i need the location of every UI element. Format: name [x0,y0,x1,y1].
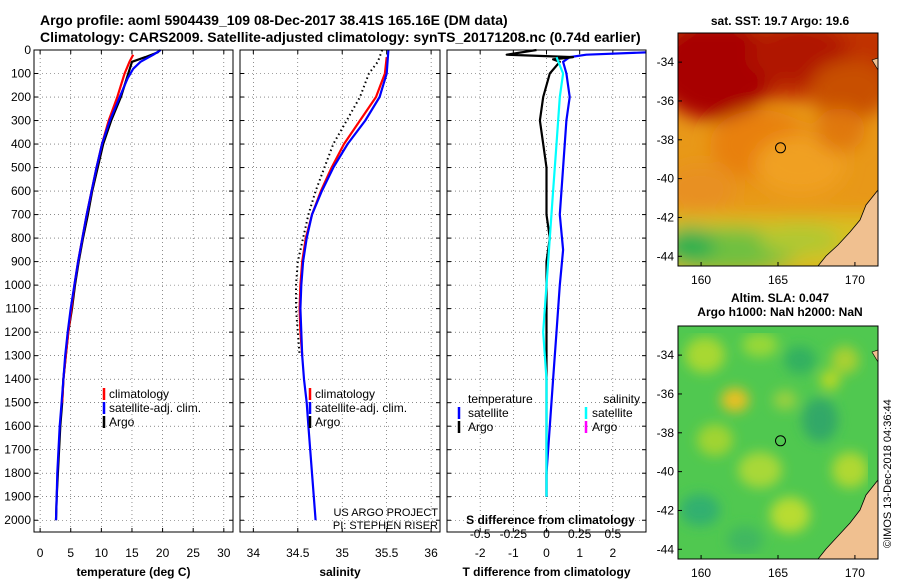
sla-map-title-line1: Altim. SLA: 0.047 [730,291,830,305]
project-credit: US ARGO PROJECT [333,507,438,519]
temperature-xtick-label: 20 [156,546,170,560]
salinity-xtick-label: 34 [247,546,261,560]
depth-tick-label: 2000 [4,513,31,527]
depth-tick-label: 1000 [4,278,31,292]
temperature-xtick-label: 5 [67,546,74,560]
temperature-xtick-label: 15 [125,546,139,560]
depth-tick-label: 500 [11,161,31,175]
sla-map-axes: 160 165 170 -34 -36 -38 -40 -42 -44 [657,348,866,580]
depth-tick-label: 700 [11,208,31,222]
depth-tick-label: 800 [11,231,31,245]
depth-tick-label: 100 [11,67,31,81]
imos-credit: ©IMOS 13-Dec-2018 04:36:44 [882,399,894,548]
temperature-xtick-label: 25 [187,546,201,560]
temperature-panel: 0100200300400500600700800900100011001200… [4,43,234,579]
salinity-frame [239,49,441,533]
map2-ytick-label: -36 [657,387,675,401]
sla-field [680,333,868,554]
depth-tick-label: 400 [11,137,31,151]
map2-ytick-label: -44 [657,542,675,556]
depth-tick-label: 1100 [5,302,31,316]
depth-tick-label: 600 [11,184,31,198]
difference-panel: -2 -1 0 1 2T difference from climatologytemp… [446,48,647,579]
salinity-xtick-label: 35.5 [375,546,399,560]
legend-label: satellite-adj. clim. [109,401,201,415]
map2-ytick-label: -40 [657,465,675,479]
sst-map: 160 165 170 -34 -36 -38 -40 -42 -44 [657,32,879,287]
salinity-series-line [299,49,390,521]
salinity-xtick-label: 35 [336,546,350,560]
map2-xtick-label: 165 [768,566,788,580]
temperature-series-line [54,49,162,521]
sst-land-north [871,57,878,71]
sst-profile-marker [775,142,786,154]
sla-map: 160 165 170 -34 -36 -38 -40 -42 -44 [657,325,879,580]
depth-tick-label: 1200 [4,325,31,339]
map1-ytick-label: -40 [657,172,675,186]
temperature-series-line [61,54,135,403]
salinity-xtick-label: 34.5 [286,546,310,560]
map1-ytick-label: -38 [657,133,675,147]
map1-xtick-label: 165 [768,273,788,287]
temperature-xtick-label: 30 [217,546,231,560]
map1-xtick-label: 170 [845,273,865,287]
plot-title-line1: Argo profile: aoml 5904439_109 08-Dec-20… [40,12,508,28]
salinity-panel: 34 34.5 35 35.5 36 salinity climatologysatelli… [239,49,441,579]
depth-tick-label: 1600 [4,419,31,433]
depth-tick-label: 1700 [4,443,31,457]
plot-title-line2: Climatology: CARS2009. Satellite-adjuste… [40,29,641,45]
map1-ytick-label: -34 [657,55,675,69]
legend-label: climatology [315,387,375,401]
legend-label: climatology [109,387,169,401]
legend-label: satellite-adj. clim. [315,401,407,415]
depth-tick-label: 1500 [4,396,31,410]
depth-tick-label: 0 [24,43,31,57]
legend-label: Argo [109,415,135,429]
temperature-frame [33,49,234,533]
sst-map-axes: 160 165 170 -34 -36 -38 -40 -42 -44 [657,55,866,287]
salinity-xtick-label: 36 [424,546,438,560]
sla-land-new-zealand [817,479,878,559]
temperature-xtick-label: 0 [37,546,44,560]
depth-tick-label: 1300 [4,349,31,363]
map1-ytick-label: -44 [657,249,675,263]
temperature-xlabel: temperature (deg C) [76,565,190,579]
sst-land-new-zealand [817,189,878,266]
depth-tick-label: 300 [11,114,31,128]
depth-tick-label: 200 [11,90,31,104]
depth-tick-label: 1800 [4,466,31,480]
depth-tick-label: 1400 [4,372,31,386]
map2-xtick-label: 160 [691,566,711,580]
map1-xtick-label: 160 [691,273,711,287]
salinity-series-line [298,56,388,356]
map1-ytick-label: -36 [657,94,675,108]
salinity-series-line [295,49,384,356]
map2-ytick-label: -34 [657,348,675,362]
difference-xtick-label: -2 [475,546,486,560]
temperature-xtick-label: 10 [95,546,109,560]
sla-map-title-line2: Argo h1000: NaN h2000: NaN [697,305,863,319]
map2-xtick-label: 170 [845,566,865,580]
sst-map-title: sat. SST: 19.7 Argo: 19.6 [710,14,850,28]
legend-label: Argo [315,415,341,429]
depth-tick-label: 1900 [4,490,31,504]
depth-tick-label: 900 [11,255,31,269]
map1-ytick-label: -42 [657,210,675,224]
pi-credit: PI: STEPHEN RISER [333,520,438,532]
map2-ytick-label: -38 [657,426,675,440]
salinity-xlabel: salinity [319,565,361,579]
sla-profile-marker [775,435,786,447]
map2-ytick-label: -42 [657,503,675,517]
sla-land-north [871,349,878,363]
